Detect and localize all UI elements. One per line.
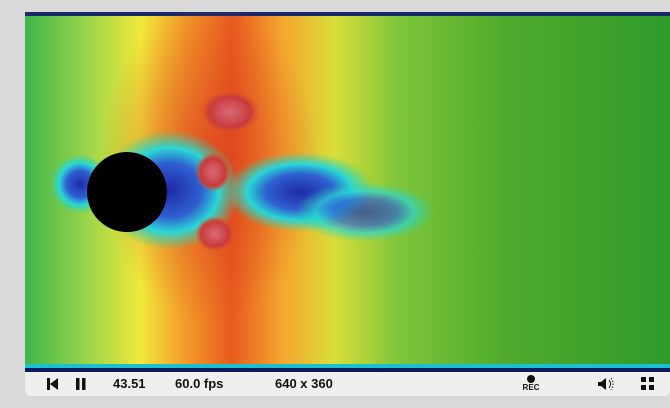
- shader-player: 43.51 60.0 fps 640 x 360 REC: [25, 12, 670, 396]
- record-icon: [527, 375, 535, 383]
- control-bar: 43.51 60.0 fps 640 x 360 REC: [25, 372, 670, 396]
- fullscreen-icon[interactable]: [641, 377, 654, 390]
- obstacle-circle: [87, 152, 167, 232]
- fps-display: 60.0 fps: [175, 376, 224, 391]
- record-label: REC: [522, 383, 540, 392]
- time-display: 43.51: [113, 376, 146, 391]
- pause-icon[interactable]: [75, 377, 87, 391]
- volume-icon[interactable]: [598, 377, 616, 391]
- rewind-icon[interactable]: [47, 377, 59, 391]
- resolution-display: 640 x 360: [275, 376, 333, 391]
- record-button[interactable]: REC: [518, 374, 544, 396]
- render-canvas[interactable]: [25, 12, 670, 372]
